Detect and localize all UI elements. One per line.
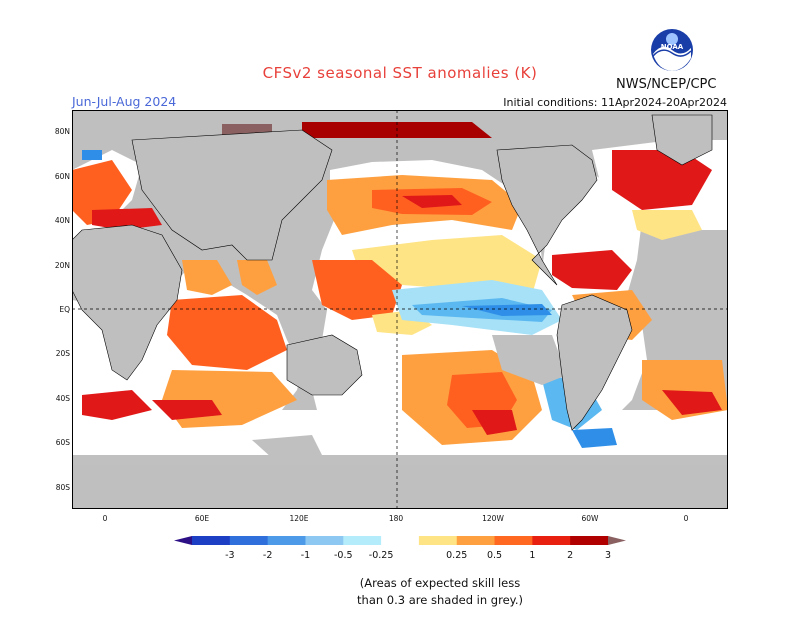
- lat-label-40n: 40N: [54, 216, 70, 225]
- colorbar-tick-label: -3: [225, 550, 234, 561]
- initial-conditions-label: Initial conditions: 11Apr2024-20Apr2024: [503, 96, 727, 109]
- lon-label-0-east: 0: [683, 514, 689, 523]
- west-pacific-orange: [312, 260, 402, 320]
- grey-area-se-pacific: [492, 335, 567, 385]
- indian-ocean-warm: [167, 295, 287, 370]
- tropical-atlantic-red: [552, 250, 632, 290]
- eq-pacific-dark-blue: [462, 304, 552, 316]
- lat-label-20s: 20S: [55, 349, 70, 358]
- greenland: [651, 114, 713, 166]
- season-label: Jun-Jul-Aug 2024: [72, 94, 177, 109]
- colorbar-swatch: [494, 536, 533, 545]
- north-america: [496, 144, 598, 286]
- lon-label-120e: 120E: [289, 514, 309, 523]
- drake-passage-blue: [572, 428, 617, 448]
- lon-label-60w: 60W: [581, 514, 599, 523]
- colorbar: -3 -2 -1 -0.5 -0.25 0.25 0.5 1 2 3: [174, 536, 626, 561]
- kuroshio-dark: [402, 195, 462, 208]
- sst-anomaly-map: [72, 110, 728, 509]
- north-atlantic-yellow: [632, 210, 702, 240]
- africa: [72, 224, 183, 381]
- lat-label-80s: 80S: [55, 483, 70, 492]
- agency-label: NWS/NCEP/CPC: [616, 77, 717, 92]
- colorbar-swatch: [456, 536, 496, 545]
- colorbar-tick-label: -0.5: [334, 550, 353, 561]
- south-america: [556, 294, 633, 431]
- colorbar-swatch: [532, 536, 571, 545]
- map-frame: [72, 110, 728, 509]
- sw-indian-red: [82, 390, 152, 420]
- lat-label-60s: 60S: [55, 438, 70, 447]
- skill-note-line-1: (Areas of expected skill less: [359, 576, 521, 590]
- colorbar-tick-label: -0.25: [369, 550, 394, 561]
- bay-bengal-warm: [237, 260, 277, 295]
- noaa-logo: NOAA: [651, 29, 693, 71]
- south-indian-red2: [152, 400, 222, 420]
- colorbar-tick-label: -1: [301, 550, 310, 561]
- colorbar-tick-label: 2: [567, 550, 573, 561]
- lon-label-120w: 120W: [482, 514, 504, 523]
- logo-text: NOAA: [661, 43, 684, 51]
- east-atlantic-orange: [72, 160, 132, 225]
- colorbar-swatch: [343, 536, 382, 545]
- colorbar-swatch: [229, 536, 269, 545]
- australia: [286, 334, 363, 396]
- eurasia: [131, 129, 333, 261]
- grey-area-s-indian: [252, 435, 322, 458]
- colorbar-labels: -3 -2 -1 -0.5 -0.25 0.25 0.5 1 2 3: [225, 550, 611, 561]
- lon-label-0: 0: [102, 514, 108, 523]
- north-atlantic-red: [612, 150, 712, 210]
- lat-label-80n: 80N: [54, 127, 70, 136]
- south-pacific-dark: [472, 410, 517, 435]
- colorbar-tick-label: -2: [263, 550, 272, 561]
- colorbar-swatch: [305, 536, 344, 545]
- colorbar-swatch: [381, 536, 420, 545]
- colorbar-tick-label: 3: [605, 550, 611, 561]
- lon-label-60e: 60E: [194, 514, 210, 523]
- colorbar-tick-label: 0.5: [487, 550, 502, 561]
- lat-label-20n: 20N: [54, 261, 70, 270]
- mediterranean-red: [92, 208, 162, 230]
- colorbar-arrow-high: [608, 536, 626, 545]
- antarctica: [72, 465, 728, 509]
- colorbar-swatch: [267, 536, 306, 545]
- south-atlantic-red: [662, 390, 722, 415]
- colorbar-tick-label: 0.25: [446, 550, 467, 561]
- north-pacific-warm: [352, 235, 542, 295]
- arabian-sea-warm: [182, 260, 232, 295]
- colorbar-tick-label: 1: [529, 550, 535, 561]
- chart-title: CFSv2 seasonal SST anomalies (K): [262, 64, 538, 82]
- lat-label-eq: EQ: [59, 305, 70, 314]
- lon-label-180: 180: [388, 514, 404, 523]
- colorbar-arrow-low: [174, 536, 192, 545]
- arctic-blue: [82, 150, 102, 160]
- colorbar-swatch: [570, 536, 609, 545]
- lat-label-60n: 60N: [54, 172, 70, 181]
- skill-note: (Areas of expected skill less than 0.3 a…: [300, 575, 580, 609]
- colorbar-swatch: [418, 536, 458, 545]
- colorbar-swatch: [192, 536, 231, 545]
- colorbar-swatches: [174, 536, 626, 545]
- skill-note-line-2: than 0.3 are shaded in grey.): [357, 593, 523, 607]
- lat-label-40s: 40S: [55, 394, 70, 403]
